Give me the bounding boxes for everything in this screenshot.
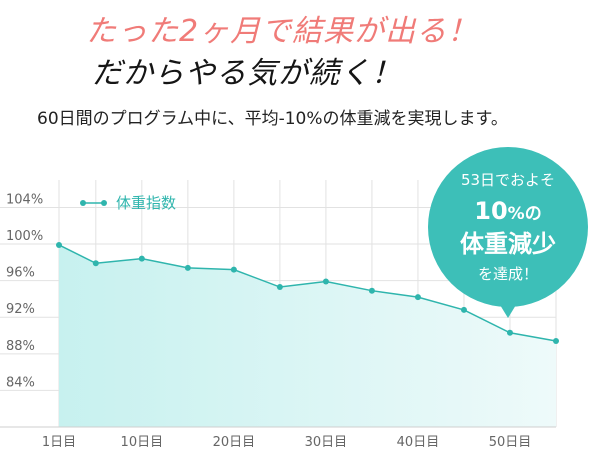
subheadline: だからやる気が続く！ — [92, 56, 402, 91]
x-tick-label: 40日目 — [397, 435, 440, 450]
data-point — [368, 287, 375, 294]
x-tick-label: 30日目 — [305, 435, 348, 450]
data-point — [322, 278, 329, 285]
y-tick-label: 96% — [6, 266, 35, 281]
data-point — [138, 255, 145, 262]
x-tick-label: 50日目 — [489, 435, 532, 450]
data-point — [506, 329, 513, 336]
x-tick-label: 1日目 — [42, 435, 76, 450]
data-point — [414, 294, 421, 301]
y-tick-label: 104% — [6, 192, 43, 207]
headline: たった2ヶ月で結果が出る！ — [86, 14, 479, 49]
y-tick-label: 100% — [6, 229, 43, 244]
legend-label: 体重指数 — [116, 194, 176, 212]
x-tick-label: 10日目 — [121, 435, 164, 450]
legend-marker — [80, 200, 86, 206]
series-line — [58, 244, 557, 342]
callout-bubble — [428, 147, 588, 307]
x-tick-label: 20日目 — [213, 435, 256, 450]
description: 60日間のプログラム中に、平均-10%の体重減を実現します。 — [37, 109, 508, 129]
data-point — [56, 241, 62, 248]
data-point — [230, 266, 237, 273]
data-point — [460, 306, 467, 313]
data-point — [276, 284, 283, 291]
data-point — [92, 260, 99, 267]
callout-pointer — [497, 300, 519, 318]
y-tick-label: 88% — [6, 339, 35, 354]
series-area — [59, 244, 556, 427]
y-tick-label: 84% — [6, 375, 35, 390]
y-tick-label: 92% — [6, 302, 35, 317]
data-point — [553, 338, 559, 345]
legend-marker — [101, 200, 107, 206]
data-point — [184, 264, 191, 271]
